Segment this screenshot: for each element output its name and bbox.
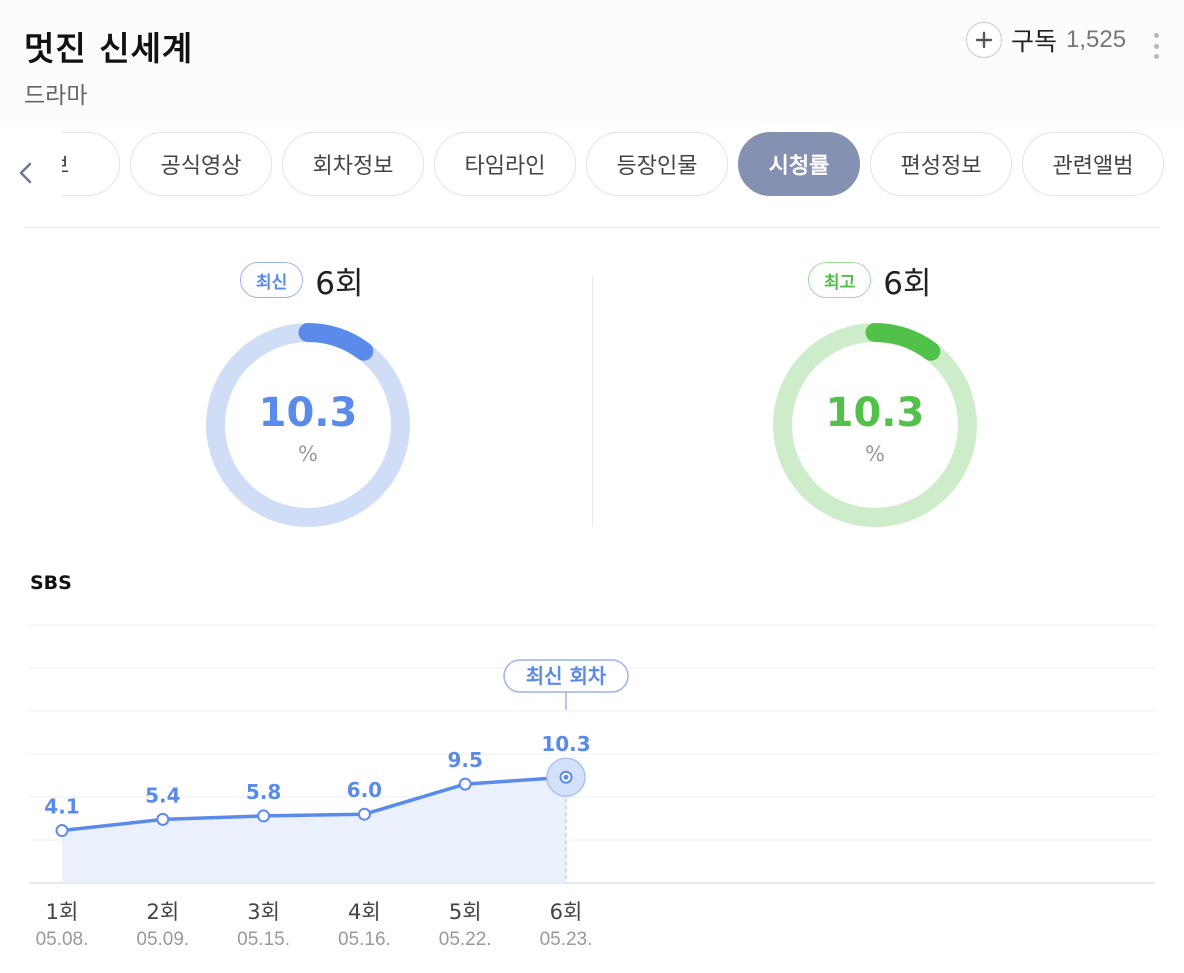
latest-episode: 6회 bbox=[315, 258, 363, 303]
program-title: 멋진 신세계 bbox=[24, 22, 193, 70]
data-label: 10.3 bbox=[541, 732, 590, 756]
x-tick-date: 05.09. bbox=[113, 925, 213, 955]
x-tick-episode: 2회 bbox=[113, 899, 213, 925]
data-label: 4.1 bbox=[44, 795, 79, 819]
data-point bbox=[258, 810, 269, 821]
x-tick-episode: 6회 bbox=[516, 899, 616, 925]
section-divider bbox=[24, 227, 1160, 228]
latest-rating-donut: 10.3 % bbox=[205, 322, 411, 528]
data-label: 9.5 bbox=[447, 748, 482, 772]
data-point bbox=[157, 814, 168, 825]
latest-badge: 최신 bbox=[240, 262, 303, 298]
latest-stat-header: 최신 6회 bbox=[240, 258, 364, 302]
annotation-text: 최신 회차 bbox=[526, 664, 607, 688]
data-label: 5.8 bbox=[246, 780, 281, 804]
subscribe-label[interactable]: 구독 bbox=[1011, 22, 1057, 58]
x-tick-label: 4회 05.16. bbox=[314, 899, 414, 955]
x-tick-episode: 4회 bbox=[314, 899, 414, 925]
latest-rating-value: 10.3 bbox=[205, 390, 411, 436]
highest-rating-donut: 10.3 % bbox=[772, 322, 978, 528]
tab-episode-info[interactable]: 회차정보 bbox=[282, 132, 424, 196]
data-label: 6.0 bbox=[347, 778, 382, 802]
tab-related-albums[interactable]: 관련앨범 bbox=[1022, 132, 1164, 196]
data-point bbox=[57, 825, 68, 836]
highest-episode: 6회 bbox=[883, 258, 931, 303]
program-genre: 드라마 bbox=[24, 76, 87, 110]
stat-divider bbox=[592, 275, 593, 527]
subscribe-group[interactable]: 구독 1,525 bbox=[966, 22, 1126, 58]
x-tick-date: 05.23. bbox=[516, 925, 616, 955]
latest-rating-unit: % bbox=[205, 442, 411, 466]
x-tick-label: 6회 05.23. bbox=[516, 899, 616, 955]
ratings-line-chart: 4.1 5.4 5.8 6.0 9.5 10.3 최신 회차 bbox=[0, 600, 1184, 900]
x-tick-label: 3회 05.15. bbox=[214, 899, 314, 955]
more-vertical-icon[interactable] bbox=[1150, 33, 1162, 59]
tab-official-video[interactable]: 공식영상 bbox=[130, 132, 272, 196]
highest-rating-value: 10.3 bbox=[772, 390, 978, 436]
channel-name: SBS bbox=[30, 572, 72, 594]
tab-bar: 정보 공식영상 회차정보 타임라인 등장인물 시청률 편성정보 관련앨범 bbox=[62, 132, 1184, 198]
tab-characters[interactable]: 등장인물 bbox=[586, 132, 728, 196]
x-tick-episode: 3회 bbox=[214, 899, 314, 925]
plus-icon[interactable] bbox=[966, 22, 1002, 58]
highest-stat-header: 최고 6회 bbox=[808, 258, 932, 302]
tab-schedule[interactable]: 편성정보 bbox=[870, 132, 1012, 196]
data-label: 5.4 bbox=[145, 783, 180, 807]
program-header: 멋진 신세계 드라마 구독 1,525 bbox=[0, 0, 1184, 126]
x-tick-label: 2회 05.09. bbox=[113, 899, 213, 955]
data-point bbox=[460, 779, 471, 790]
tab-timeline[interactable]: 타임라인 bbox=[434, 132, 576, 196]
highest-rating-unit: % bbox=[772, 442, 978, 466]
x-tick-date: 05.15. bbox=[214, 925, 314, 955]
x-tick-date: 05.22. bbox=[415, 925, 515, 955]
tab-list: 정보 공식영상 회차정보 타임라인 등장인물 시청률 편성정보 관련앨범 bbox=[62, 132, 1164, 196]
data-point-core bbox=[564, 775, 569, 780]
tab-ratings[interactable]: 시청률 bbox=[738, 132, 860, 196]
highest-badge: 최고 bbox=[808, 262, 871, 298]
x-tick-date: 05.08. bbox=[12, 925, 112, 955]
tab-info[interactable]: 정보 bbox=[62, 132, 120, 196]
area-fill bbox=[62, 777, 566, 883]
x-tick-label: 1회 05.08. bbox=[12, 899, 112, 955]
subscriber-count: 1,525 bbox=[1066, 26, 1126, 54]
x-tick-label: 5회 05.22. bbox=[415, 899, 515, 955]
x-tick-date: 05.16. bbox=[314, 925, 414, 955]
x-tick-episode: 5회 bbox=[415, 899, 515, 925]
x-tick-episode: 1회 bbox=[12, 899, 112, 925]
data-point bbox=[359, 809, 370, 820]
chevron-left-icon[interactable] bbox=[12, 158, 40, 188]
